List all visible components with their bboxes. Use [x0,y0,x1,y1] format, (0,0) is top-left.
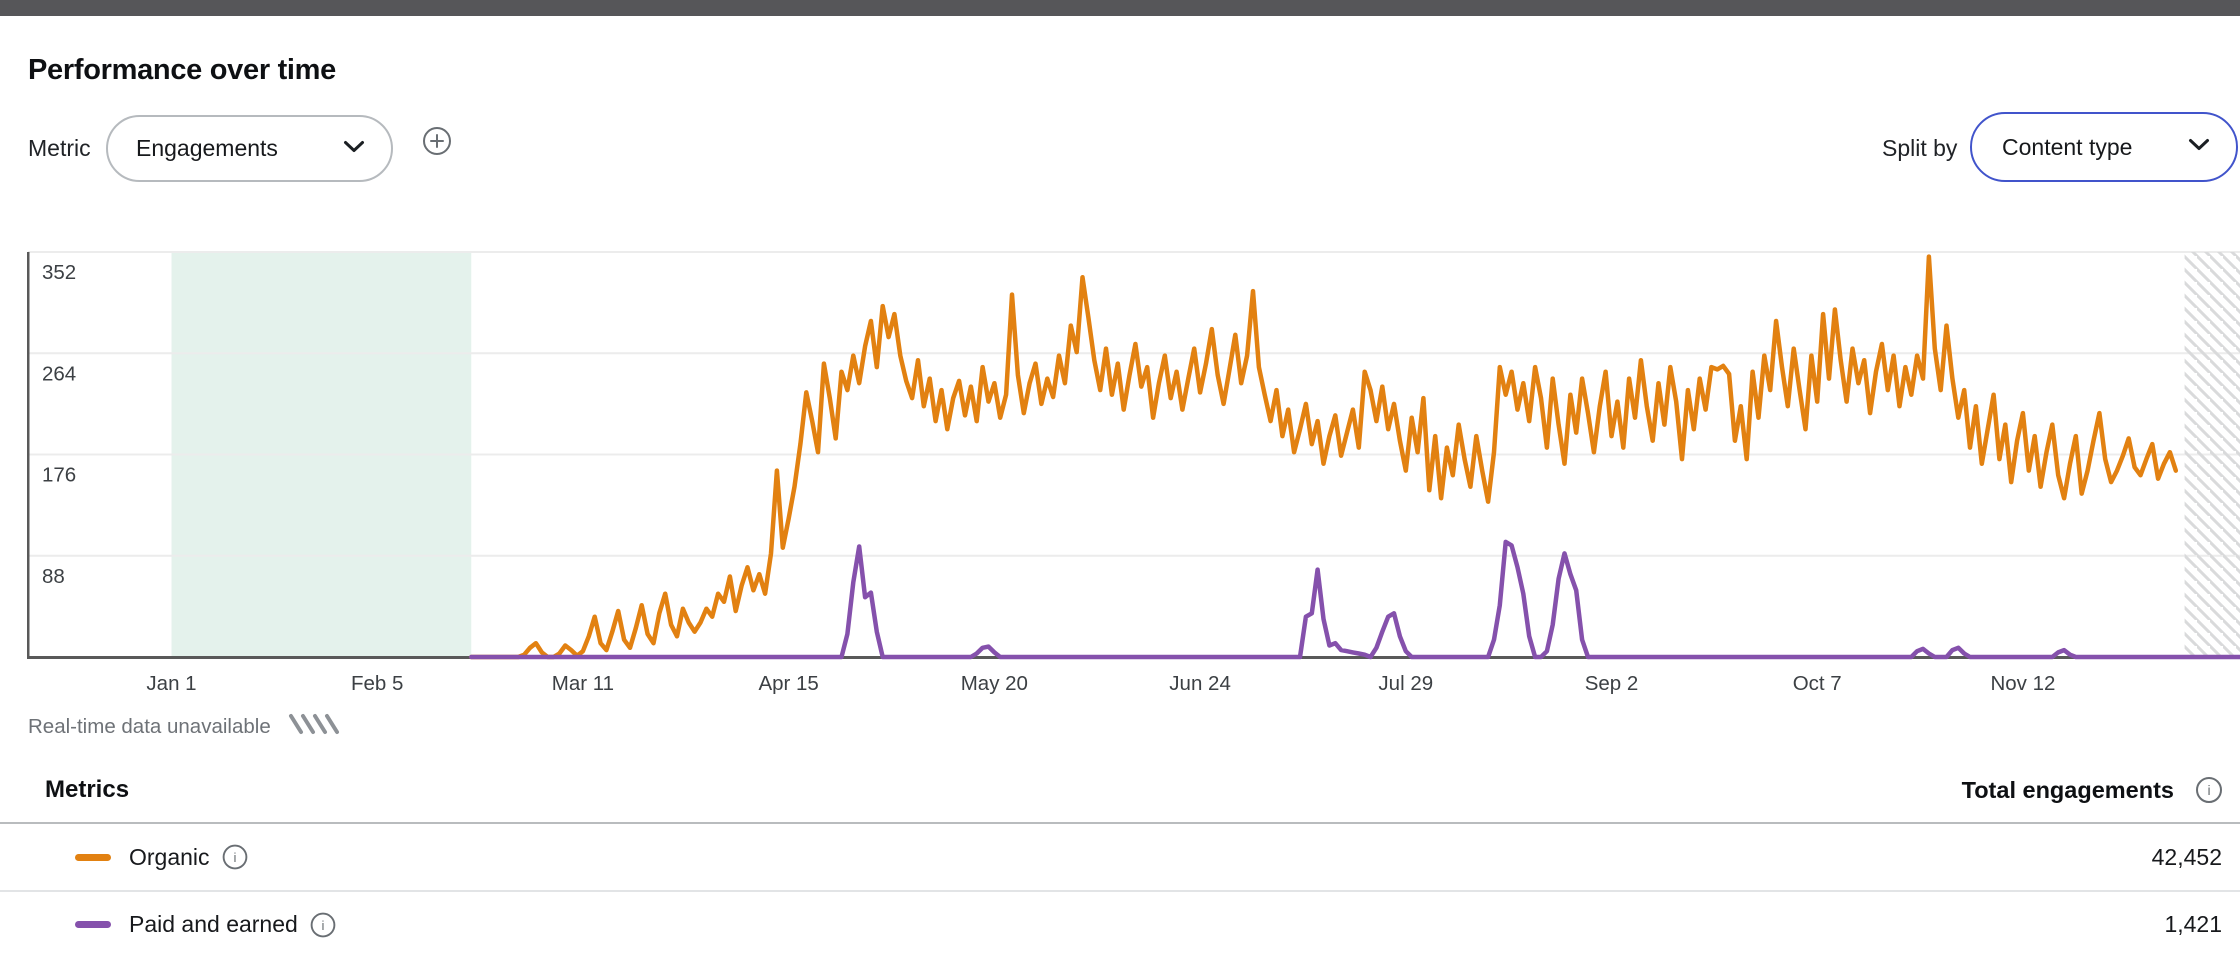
chevron-down-icon [2188,138,2210,156]
x-tick-label: Jul 29 [1378,672,1433,695]
x-tick-label: Jun 24 [1169,672,1231,695]
table-header-divider [0,822,2240,824]
y-tick-label: 88 [42,565,65,588]
chevron-down-icon [343,140,365,158]
y-tick-label: 352 [42,261,76,284]
x-tick-label: Oct 7 [1793,672,1842,695]
metric-label: Metric [28,135,91,161]
y-tick-label: 264 [42,362,76,385]
x-tick-label: Apr 15 [758,672,818,695]
x-tick-label: Jan 1 [146,672,196,695]
row-label: Paid and earned [129,911,298,937]
split-by-label: Split by [1882,135,1958,161]
metrics-heading: Metrics [45,776,130,803]
page-title: Performance over time [28,54,336,86]
organic-legend-swatch [75,853,111,861]
y-tick-label: 176 [42,464,76,487]
organic-line [469,254,2179,660]
info-icon[interactable]: i [222,844,247,870]
metrics-table: Metrics Total engagements i Organic i 42… [0,766,2240,958]
x-tick-label: Feb 5 [351,672,403,695]
add-metric-button[interactable] [422,126,452,156]
info-icon[interactable]: i [2196,777,2222,803]
metric-select[interactable]: Engagements [106,115,393,182]
x-tick-label: Nov 12 [1990,672,2055,695]
split-by-select[interactable]: Content type [1970,112,2238,182]
table-row[interactable]: Organic i 42,452 [0,824,2240,890]
realtime-unavailable-region [2184,252,2240,657]
top-bar [0,0,2240,16]
x-tick-label: May 20 [961,672,1028,695]
table-row-divider [0,890,2240,892]
diagonal-hatch-icon [287,712,343,741]
row-value: 1,421 [2164,911,2222,937]
info-icon[interactable]: i [310,912,336,937]
paid-legend-swatch [75,921,111,928]
realtime-note-text: Real-time data unavailable [28,714,271,738]
metric-select-value: Engagements [136,135,278,161]
y-axis-line [27,252,30,657]
paid-and-earned-line [469,539,2240,660]
metrics-table-header: Metrics Total engagements i [0,766,2240,822]
performance-chart: 88 176 264 352 Jan 1 Feb 5 Mar 11 Apr 15 May 20 J… [27,251,2240,695]
split-by-select-value: Content type [2002,133,2133,160]
row-label: Organic [129,843,210,870]
row-value: 42,452 [2151,843,2222,870]
plus-circle-icon [422,127,452,159]
x-tick-label: Mar 11 [552,672,614,695]
table-row[interactable]: Paid and earned i 1,421 [0,892,2240,958]
realtime-note: Real-time data unavailable [28,712,343,741]
total-engagements-heading: Total engagements [1961,776,2174,803]
x-tick-label: Sep 2 [1585,672,1639,695]
